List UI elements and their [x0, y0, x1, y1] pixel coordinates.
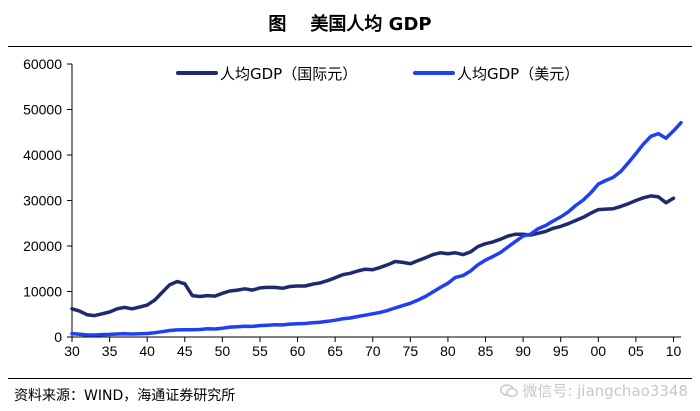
footer-divider — [8, 378, 692, 379]
watermark-text: 微信号: jiangchao3348 — [522, 382, 688, 400]
x-tick-label: 85 — [478, 343, 494, 359]
x-tick-label: 80 — [440, 343, 456, 359]
x-tick-label: 35 — [102, 343, 118, 359]
x-tick-label: 05 — [628, 343, 644, 359]
series-line-usd — [70, 120, 683, 337]
y-tick-label: 20000 — [23, 238, 62, 254]
x-tick-label: 60 — [290, 343, 306, 359]
x-tick-label: 30 — [64, 343, 80, 359]
y-tick-label: 50000 — [23, 102, 62, 118]
x-tick-label: 90 — [515, 343, 531, 359]
y-tick-label: 60000 — [23, 56, 62, 72]
x-tick-label: 00 — [591, 343, 607, 359]
legend-label: 人均GDP（国际元） — [220, 65, 357, 83]
x-tick-label: 50 — [215, 343, 231, 359]
title-divider — [8, 46, 692, 47]
x-tick-label: 40 — [139, 343, 155, 359]
legend-label: 人均GDP（美元） — [457, 65, 579, 83]
chart-title-text: 美国人均 GDP — [310, 14, 432, 35]
y-tick-label: 0 — [54, 329, 62, 345]
figure-label: 图 — [268, 14, 287, 35]
y-tick-label: 10000 — [23, 284, 62, 300]
gdp-line-chart: 0 10000 20000 30000 40000 50000 60000 30 35 40 45 5… — [23, 56, 683, 359]
watermark: 微信号: jiangchao3348 — [500, 380, 688, 401]
x-tick-label: 65 — [327, 343, 343, 359]
source-note: 资料来源：WIND，海通证券研究所 — [14, 388, 236, 404]
x-tick-label: 10 — [666, 343, 682, 359]
x-tick-label: 45 — [177, 343, 193, 359]
x-tick-label: 75 — [403, 343, 419, 359]
chart-title: 图 美国人均 GDP — [0, 0, 700, 46]
x-tick-label: 70 — [365, 343, 381, 359]
x-tick-label: 95 — [553, 343, 569, 359]
y-tick-label: 40000 — [23, 147, 62, 163]
y-tick-label: 30000 — [23, 193, 62, 209]
series-line-intl-dollar — [70, 194, 676, 318]
wechat-icon — [500, 383, 519, 397]
x-tick-label: 55 — [252, 343, 268, 359]
